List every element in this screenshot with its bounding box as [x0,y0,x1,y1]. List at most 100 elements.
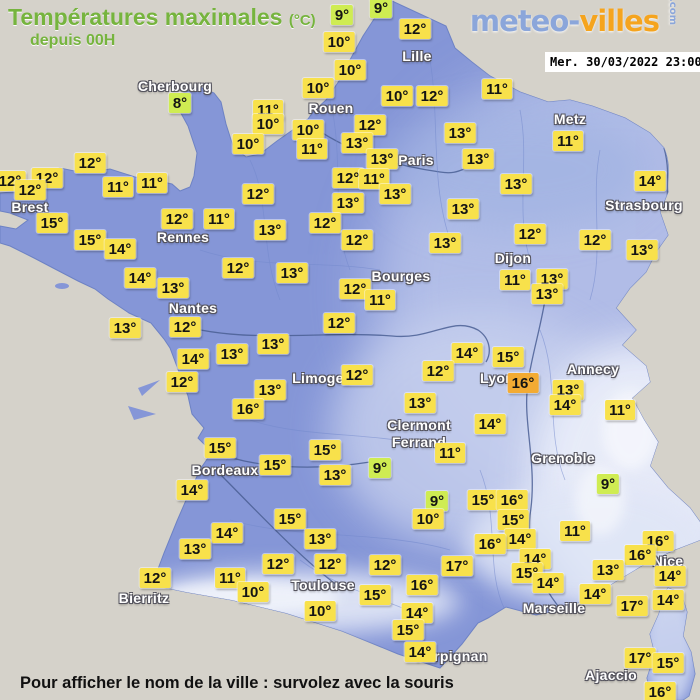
city-label[interactable]: Bourges [371,268,431,284]
temp-label[interactable]: 12° [369,555,401,575]
temp-label[interactable]: 14° [176,480,208,500]
temp-label[interactable]: 8° [168,93,192,113]
temp-label[interactable]: 14° [579,584,611,604]
temp-label[interactable]: 10° [237,582,269,602]
city-label[interactable]: Rouen [308,100,354,116]
temp-label[interactable]: 13° [254,380,286,400]
temp-label[interactable]: 13° [216,344,248,364]
temp-label[interactable]: 17° [624,648,656,668]
temp-label[interactable]: 11° [482,79,512,99]
temp-label[interactable]: 16° [644,682,676,700]
temp-label[interactable]: 13° [444,123,476,143]
temp-label[interactable]: 14° [104,239,136,259]
temp-label[interactable]: 13° [341,133,373,153]
temp-label[interactable]: 13° [319,465,351,485]
temp-label[interactable]: 15° [309,440,341,460]
temp-label[interactable]: 14° [532,573,564,593]
temp-label[interactable]: 10° [412,509,444,529]
temp-label[interactable]: 9° [425,491,449,511]
temp-label[interactable]: 15° [74,230,106,250]
temp-label[interactable]: 13° [404,393,436,413]
temp-label[interactable]: 9° [369,0,393,18]
temp-label[interactable]: 12° [309,213,341,233]
city-label[interactable]: Limoges [292,370,352,386]
city-label[interactable]: Ajaccio [585,667,637,683]
temp-label[interactable]: 14° [634,171,666,191]
temp-label[interactable]: 12° [314,554,346,574]
temp-label[interactable]: 16° [232,399,264,419]
city-label[interactable]: Annecy [566,361,620,377]
city-label[interactable]: Metz [553,111,587,127]
temp-label[interactable]: 10° [302,78,334,98]
temp-label[interactable]: 10° [304,601,336,621]
temp-label[interactable]: 10° [381,86,413,106]
temp-label[interactable]: 13° [447,199,479,219]
city-label[interactable]: Rennes [156,229,210,245]
temp-label[interactable]: 17° [441,556,473,576]
temp-label[interactable]: 12° [169,317,201,337]
city-label[interactable]: Lyon [479,370,515,386]
temp-label[interactable]: 13° [429,233,461,253]
temp-label[interactable]: 11° [435,443,465,463]
temp-label[interactable]: 11° [297,139,327,159]
city-label[interactable]: Grenoble [531,450,595,466]
city-label[interactable]: Nantes [168,300,218,316]
city-label[interactable]: Marseille [522,600,586,616]
temp-label[interactable]: 12° [222,258,254,278]
temp-label[interactable]: 13° [254,220,286,240]
temp-label[interactable]: 13° [366,149,398,169]
temp-label[interactable]: 9° [596,474,620,494]
temp-label[interactable]: 12° [514,224,546,244]
temp-label[interactable]: 13° [626,240,658,260]
temp-label[interactable]: 10° [292,120,324,140]
temp-label[interactable]: 12° [332,168,364,188]
temp-label[interactable]: 14° [654,566,686,586]
temp-label[interactable]: 12° [74,153,106,173]
temp-label[interactable]: 9° [330,5,354,25]
temp-label[interactable]: 12° [166,372,198,392]
temp-label[interactable]: 12° [14,180,46,200]
temp-label[interactable]: 13° [592,560,624,580]
temp-label[interactable]: 12° [422,361,454,381]
temp-label[interactable]: 12° [139,568,171,588]
temp-label[interactable]: 15° [497,510,529,530]
city-label[interactable]: Dijon [494,250,532,266]
temp-label[interactable]: 14° [474,414,506,434]
temp-label[interactable]: 13° [531,284,563,304]
temp-label[interactable]: 13° [500,174,532,194]
city-label[interactable]: Cherbourg [137,78,213,94]
temp-label[interactable]: 12° [161,209,193,229]
temp-label[interactable]: 12° [341,230,373,250]
temp-label[interactable]: 15° [259,455,291,475]
temp-label[interactable]: 12° [416,86,448,106]
temp-label[interactable]: 12° [262,554,294,574]
temp-label[interactable]: 16° [474,534,506,554]
temp-label[interactable]: 17° [616,596,648,616]
temp-label[interactable]: 11° [215,568,245,588]
temp-label[interactable]: 12° [579,230,611,250]
temp-label[interactable]: 10° [334,60,366,80]
city-label[interactable]: Lille [402,48,432,64]
temp-label[interactable]: 12° [399,19,431,39]
temp-label[interactable]: 11° [500,270,530,290]
temp-label[interactable]: 15° [492,347,524,367]
temp-label[interactable]: 13° [109,318,141,338]
temp-label[interactable]: 13° [276,263,308,283]
temp-label[interactable]: 13° [332,193,364,213]
temp-label[interactable]: 16° [496,490,528,510]
temp-label[interactable]: 12° [341,365,373,385]
temp-label[interactable]: 12° [354,115,386,135]
city-label[interactable]: Ferrand [391,434,447,450]
temp-label[interactable]: 12° [323,313,355,333]
temp-label[interactable]: 10° [232,134,264,154]
temp-label[interactable]: 11° [137,173,167,193]
temp-label[interactable]: 15° [36,213,68,233]
temp-label[interactable]: 15° [204,438,236,458]
meteo-villes-logo[interactable]: meteo-villes .com [470,0,686,38]
temp-label[interactable]: 13° [257,334,289,354]
temp-label[interactable]: 14° [451,343,483,363]
city-label[interactable]: Bierritz [118,590,170,606]
temp-label[interactable]: 11° [605,400,635,420]
temp-label[interactable]: 13° [304,529,336,549]
city-label[interactable]: Nice [652,553,684,569]
